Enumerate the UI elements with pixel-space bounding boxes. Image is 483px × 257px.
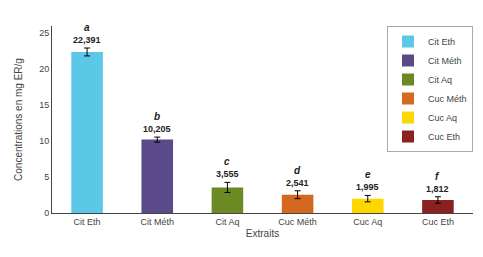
svg-text:25: 25 <box>39 28 49 38</box>
svg-text:Cit Aq: Cit Aq <box>215 217 239 227</box>
svg-text:Cuc Méth: Cuc Méth <box>278 217 317 227</box>
svg-text:d: d <box>294 165 301 176</box>
svg-text:e: e <box>365 169 371 180</box>
svg-text:Cit Eth: Cit Eth <box>74 217 101 227</box>
svg-text:Cuc Eth: Cuc Eth <box>422 217 454 227</box>
svg-text:Cit Eth: Cit Eth <box>428 37 455 47</box>
svg-text:Cuc Eth: Cuc Eth <box>428 132 460 142</box>
svg-text:10: 10 <box>39 136 49 146</box>
svg-text:c: c <box>224 156 230 167</box>
svg-text:Cuc Aq: Cuc Aq <box>428 113 457 123</box>
svg-text:20: 20 <box>39 64 49 74</box>
svg-text:f: f <box>435 171 440 182</box>
svg-text:Cit Méth: Cit Méth <box>428 56 462 66</box>
svg-text:0: 0 <box>44 208 49 218</box>
svg-text:a: a <box>84 22 90 33</box>
svg-text:Concentrations en mg ER/g: Concentrations en mg ER/g <box>13 58 24 181</box>
svg-text:1,995: 1,995 <box>356 182 379 192</box>
svg-text:10,205: 10,205 <box>143 124 171 134</box>
svg-text:Cuc Aq: Cuc Aq <box>353 217 382 227</box>
svg-text:3,555: 3,555 <box>216 169 239 179</box>
svg-text:2,541: 2,541 <box>286 178 309 188</box>
svg-text:Cuc Méth: Cuc Méth <box>428 94 467 104</box>
svg-text:Cit Aq: Cit Aq <box>428 75 452 85</box>
svg-text:5: 5 <box>44 172 49 182</box>
svg-text:Extraits: Extraits <box>246 228 279 239</box>
svg-text:1,812: 1,812 <box>426 184 449 194</box>
svg-text:b: b <box>154 111 160 122</box>
svg-text:22,391: 22,391 <box>73 35 101 45</box>
svg-text:Cit Méth: Cit Méth <box>140 217 174 227</box>
svg-text:15: 15 <box>39 100 49 110</box>
